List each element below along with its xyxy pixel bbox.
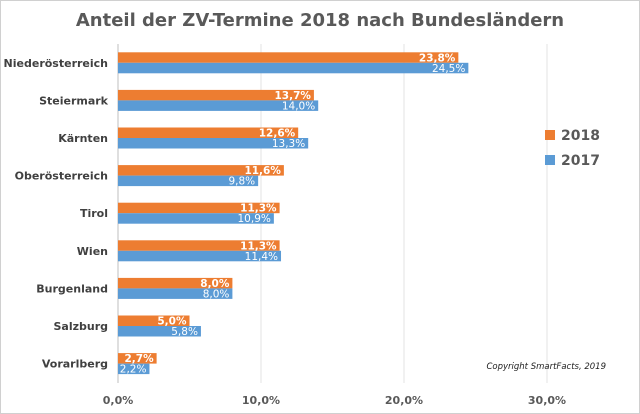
category-label: Wien [77, 245, 108, 258]
legend-swatch-2017 [545, 155, 555, 165]
bar-2018 [118, 202, 280, 214]
bar-2017 [118, 175, 259, 187]
bar-2017 [118, 62, 469, 74]
bar-2017 [118, 138, 309, 149]
data-label: 9,8% [228, 176, 255, 188]
data-label: 2,2% [120, 364, 147, 376]
bar-2018 [118, 315, 190, 326]
chart-title: Anteil der ZV-Termine 2018 nach Bundeslä… [76, 10, 564, 31]
data-label: 13,7% [274, 90, 311, 102]
data-label: 2,7% [124, 353, 154, 365]
bar-2017 [118, 250, 282, 262]
bar-2018 [118, 89, 314, 101]
category-label: Tirol [80, 207, 108, 220]
data-label: 10,9% [238, 213, 271, 225]
data-label: 8,0% [203, 288, 230, 300]
bar-2017 [118, 326, 201, 337]
x-tick-label: 30,0% [528, 394, 566, 407]
data-label: 5,8% [171, 326, 198, 338]
category-label: Salzburg [53, 320, 108, 333]
bar-2018 [118, 240, 280, 251]
x-tick-label: 0,0% [103, 394, 134, 407]
bar-2017 [118, 288, 233, 299]
bar-2017 [118, 363, 150, 375]
bar-2017 [118, 100, 319, 111]
data-label: 5,0% [157, 316, 187, 328]
data-label: 11,4% [245, 251, 278, 263]
x-tick-label: 10,0% [242, 394, 280, 407]
legend-swatch-2018 [545, 130, 555, 140]
copyright-annotation: Copyright SmartFacts, 2019 [486, 362, 606, 372]
x-tick-label: 20,0% [385, 394, 423, 407]
category-label: Kärnten [58, 132, 108, 145]
data-label: 11,3% [240, 203, 277, 215]
category-label: Vorarlberg [42, 358, 108, 371]
category-label: Steiermark [39, 94, 109, 107]
category-label: Oberösterreich [15, 170, 108, 183]
data-label: 24,5% [432, 63, 465, 75]
data-label: 11,3% [240, 240, 277, 252]
bar-2018 [118, 52, 459, 63]
bar-2017 [118, 213, 274, 224]
data-label: 8,0% [200, 278, 230, 290]
bar-2018 [118, 127, 299, 138]
data-label: 11,6% [244, 165, 281, 177]
data-label: 13,3% [272, 138, 305, 150]
legend-label: 2018 [561, 128, 600, 144]
bar-2018 [118, 353, 157, 364]
bar-2018 [118, 277, 233, 289]
category-label: Niederösterreich [4, 57, 108, 70]
data-label: 12,6% [259, 128, 296, 140]
data-label: 14,0% [282, 100, 315, 112]
bar-2018 [118, 165, 284, 176]
data-label: 23,8% [419, 52, 456, 64]
legend-label: 2017 [561, 153, 600, 169]
category-label: Burgenland [36, 282, 108, 295]
